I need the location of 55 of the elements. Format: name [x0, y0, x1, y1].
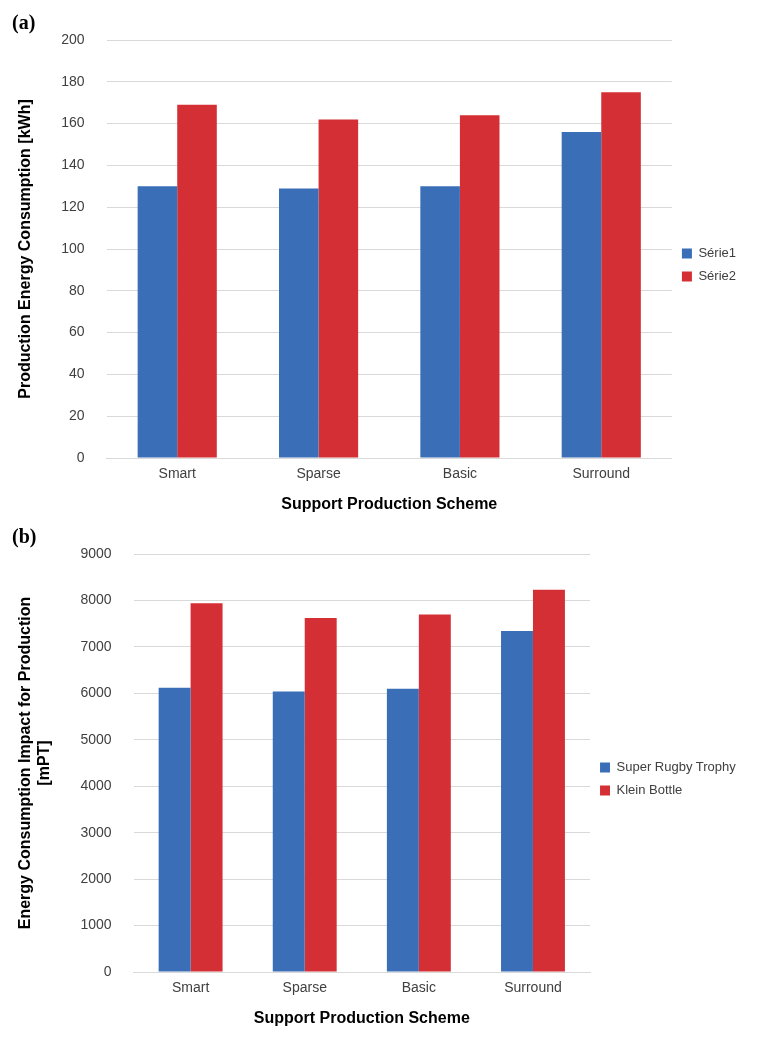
legend-label: Klein Bottle: [616, 782, 683, 798]
y-tick-label: 20: [68, 407, 85, 424]
bar: [137, 186, 178, 458]
chart-title: (b): [12, 525, 37, 549]
bar: [158, 687, 191, 972]
y-tick-label: 4000: [80, 777, 112, 794]
y-tick-label: 0: [76, 448, 85, 465]
y-tick-label: 160: [61, 114, 85, 131]
bar: [420, 186, 460, 458]
bar: [272, 691, 305, 972]
y-tick-label: 200: [61, 30, 85, 47]
bar: [501, 631, 533, 972]
y-tick-label: 3000: [80, 823, 112, 840]
y-tick-label: 100: [61, 239, 85, 256]
x-tick-label: Sparse: [282, 979, 328, 996]
bar: [190, 603, 223, 972]
y-tick-label: 140: [61, 156, 85, 173]
y-tick-label: 8000: [80, 591, 112, 608]
x-tick-label: Sparse: [296, 465, 341, 482]
y-tick-label: 60: [68, 323, 85, 340]
y-tick-label: 9000: [80, 544, 112, 561]
legend-label: Série2: [698, 268, 736, 284]
legend-label: Super Rugby Trophy: [616, 759, 737, 775]
bar: [418, 614, 451, 972]
y-axis-title: Production Energy Consumption [kWh]: [16, 99, 34, 399]
x-axis-title: Support Production Scheme: [253, 1008, 470, 1026]
y-tick-label: 180: [61, 72, 85, 89]
y-tick-label: 1000: [80, 916, 112, 933]
y-tick-label: 80: [68, 281, 85, 298]
chart-title: (a): [12, 11, 36, 35]
bar: [386, 688, 419, 972]
x-tick-label: Smart: [158, 465, 197, 482]
y-tick-label: 7000: [80, 637, 112, 654]
x-axis-title: Support Production Scheme: [281, 494, 498, 512]
x-tick-label: Basic: [442, 465, 478, 482]
x-tick-label: Smart: [171, 979, 210, 996]
y-tick-label: 0: [103, 962, 112, 979]
x-tick-label: Surround: [572, 465, 631, 482]
y-tick-label: 120: [61, 198, 85, 215]
x-tick-label: Surround: [504, 979, 562, 996]
bar: [561, 131, 602, 458]
legend-label: Série1: [698, 245, 736, 261]
x-tick-label: Basic: [401, 979, 436, 996]
bar: [304, 618, 337, 972]
y-tick-label: 5000: [80, 730, 112, 747]
y-tick-label: 2000: [80, 869, 112, 886]
bar: [318, 119, 359, 458]
y-tick-label: 6000: [80, 684, 112, 701]
bar: [278, 188, 319, 458]
y-axis-title: Energy Consumption Impact for Production [mPT]: [16, 596, 53, 930]
bar: [459, 115, 500, 458]
bar: [177, 104, 217, 458]
y-tick-label: 40: [68, 365, 85, 382]
bar: [601, 92, 641, 458]
bar: [532, 589, 565, 972]
